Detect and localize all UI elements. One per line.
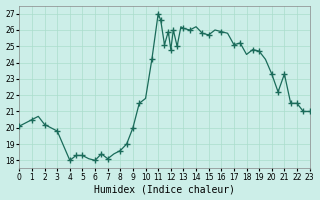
- X-axis label: Humidex (Indice chaleur): Humidex (Indice chaleur): [94, 184, 235, 194]
